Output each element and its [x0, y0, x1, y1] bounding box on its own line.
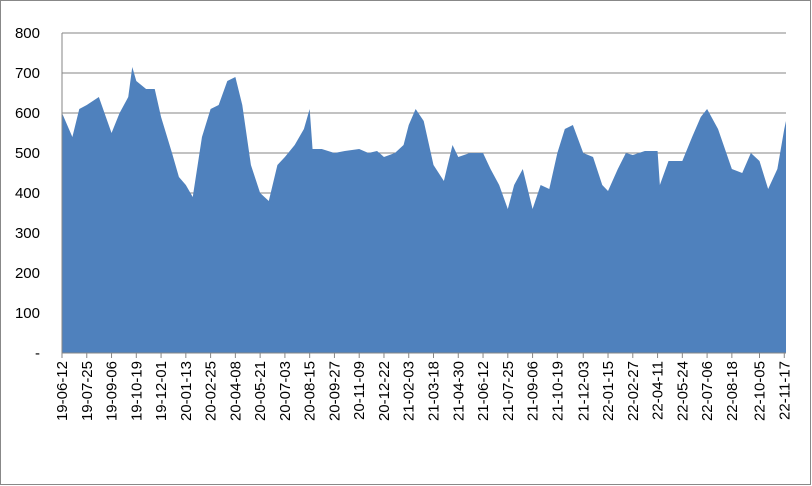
x-tick-label: 20-08-15 — [302, 361, 319, 421]
x-tick-label: 21-12-03 — [575, 361, 592, 421]
x-tick-label: 22-08-18 — [724, 361, 741, 421]
y-tick-label: 100 — [15, 305, 40, 322]
x-tick-label: 22-11-17 — [776, 361, 793, 420]
y-tick-label: 500 — [15, 145, 40, 162]
x-tick-label: 21-03-18 — [426, 361, 443, 421]
x-tick-label: 19-10-19 — [128, 361, 145, 421]
x-tick-label: 21-06-12 — [475, 361, 492, 421]
y-tick-label: 600 — [15, 105, 40, 122]
x-tick-label: 21-02-03 — [401, 361, 418, 421]
y-tick-label: 800 — [15, 25, 40, 42]
x-tick-label: 19-07-25 — [79, 361, 96, 421]
x-tick-label: 22-05-24 — [674, 361, 691, 421]
x-tick-label: 20-07-03 — [277, 361, 294, 421]
x-tick-label: 21-04-30 — [450, 361, 467, 421]
x-tick-label: 20-05-21 — [252, 361, 269, 421]
x-tick-label: 20-04-08 — [227, 361, 244, 421]
x-tick-label: 22-10-05 — [752, 361, 769, 421]
y-tick-label: - — [35, 345, 40, 362]
y-tick-label: 700 — [15, 65, 40, 82]
x-tick-label: 22-04-11 — [650, 361, 667, 420]
y-tick-label: 400 — [15, 185, 40, 202]
x-tick-label: 22-02-27 — [625, 361, 642, 421]
x-tick-label: 21-09-06 — [525, 361, 542, 421]
x-tick-label: 21-10-19 — [549, 361, 566, 421]
x-tick-label: 19-09-06 — [104, 361, 121, 421]
x-tick-label: 20-01-13 — [178, 361, 195, 421]
x-tick-label: 19-06-12 — [54, 361, 71, 421]
x-tick-label: 20-02-25 — [203, 361, 220, 421]
x-tick-label: 20-12-22 — [376, 361, 393, 421]
x-tick-label: 19-12-01 — [153, 361, 170, 421]
x-tick-label: 22-01-15 — [600, 361, 617, 421]
y-tick-label: 300 — [15, 225, 40, 242]
x-tick-label: 21-07-25 — [500, 361, 517, 421]
x-tick-label: 20-09-27 — [326, 361, 343, 421]
x-tick-label: 22-07-06 — [699, 361, 716, 421]
area — [62, 67, 786, 353]
x-tick-label: 20-11-09 — [351, 361, 368, 420]
y-tick-label: 200 — [15, 265, 40, 282]
